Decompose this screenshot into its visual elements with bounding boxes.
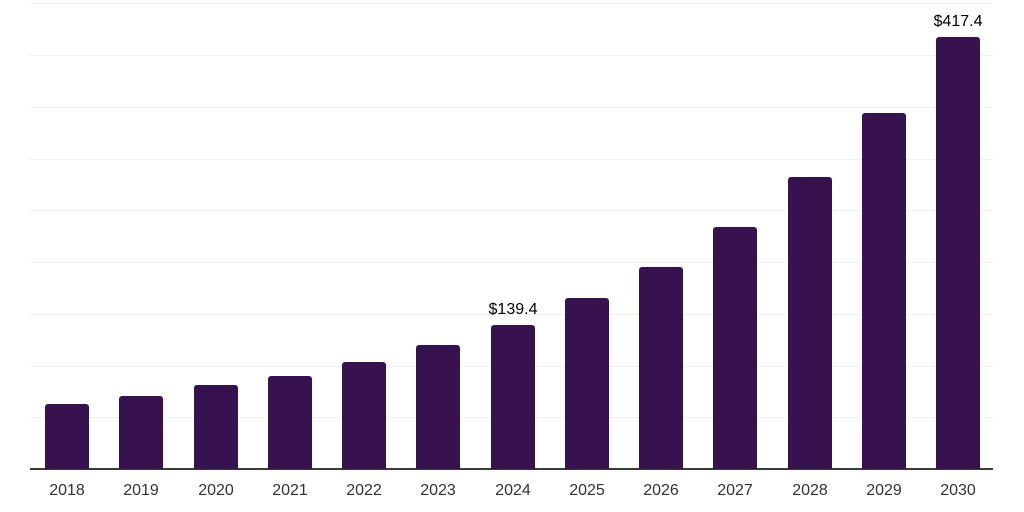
bar-2023 — [416, 345, 460, 469]
bar-2028 — [788, 177, 832, 469]
bar-2022 — [342, 362, 386, 469]
value-label-2024: $139.4 — [488, 301, 538, 318]
value-label-2030: $417.4 — [933, 13, 983, 30]
x-axis-line — [30, 468, 993, 470]
x-axis-label-2020: 2020 — [198, 482, 234, 499]
x-axis-label-2026: 2026 — [643, 482, 679, 499]
x-axis-label-2023: 2023 — [420, 482, 456, 499]
bar-2019 — [119, 396, 163, 469]
x-axis-label-2027: 2027 — [717, 482, 753, 499]
bar-2021 — [268, 376, 312, 469]
bar-2026 — [639, 267, 683, 469]
gridline-250 — [30, 210, 993, 211]
bar-2020 — [194, 385, 238, 469]
bar-2029 — [862, 113, 906, 469]
x-axis-label-2029: 2029 — [866, 482, 902, 499]
bar-2018 — [45, 404, 89, 469]
x-axis-label-2025: 2025 — [569, 482, 605, 499]
bar-2024 — [491, 325, 535, 469]
x-axis-label-2018: 2018 — [49, 482, 85, 499]
x-axis-label-2021: 2021 — [272, 482, 308, 499]
x-axis-label-2028: 2028 — [792, 482, 828, 499]
x-axis-label-2022: 2022 — [346, 482, 382, 499]
x-axis-label-2024: 2024 — [495, 482, 531, 499]
bar-2027 — [713, 227, 757, 469]
x-axis-label-2030: 2030 — [940, 482, 976, 499]
gridline-450 — [30, 3, 993, 4]
x-axis-label-2019: 2019 — [123, 482, 159, 499]
gridline-150 — [30, 314, 993, 315]
gridline-300 — [30, 159, 993, 160]
gridline-350 — [30, 107, 993, 108]
gridline-200 — [30, 262, 993, 263]
bar-2030 — [936, 37, 980, 469]
gridline-400 — [30, 55, 993, 56]
bar-2025 — [565, 298, 609, 469]
